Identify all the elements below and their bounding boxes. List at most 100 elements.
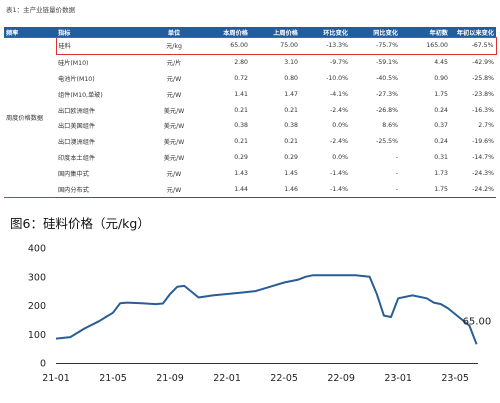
cell-unit: 元/kg <box>148 37 200 55</box>
cell-last-week: 0.80 <box>284 74 298 82</box>
cell-this-week: 1.43 <box>234 169 248 177</box>
cell-year-start: 0.31 <box>434 153 448 161</box>
cell-unit: 美元/W <box>163 107 185 115</box>
cell-name: 组件(M10,单玻) <box>58 91 103 99</box>
y-tick-label: 200 <box>28 301 46 312</box>
table-caption: 表1：主产业链量价数据 <box>6 6 76 14</box>
table-row: 出口欧洲组件 美元/W 0.21 0.21 -2.4% -26.8% 0.24 -16.3% <box>4 102 496 118</box>
table-row: 国内分布式 元/W 1.44 1.46 -1.4% -1.75 -24.2% <box>4 181 496 198</box>
cell-name: 出口澳洲组件 <box>58 139 96 147</box>
header-last-week: 上周价格 <box>250 27 300 38</box>
cell-ytd: -19.6% <box>472 138 494 146</box>
cell-name: 出口美国组件 <box>58 123 96 131</box>
cell-this-week: 65.00 <box>200 37 250 55</box>
cell-name: 电池片(M10) <box>58 75 95 83</box>
cell-yoy: - <box>350 181 400 198</box>
price-table: 频率 指标 单位 本周价格 上周价格 环比变化 同比变化 年初数 年初以来变化 … <box>4 27 497 198</box>
cell-wow: -4.1% <box>330 90 348 98</box>
x-tick-label: 23-01 <box>384 373 412 384</box>
cell-year-start: 4.45 <box>434 59 448 67</box>
cell-wow: -2.4% <box>330 106 348 114</box>
header-frequency: 频率 <box>4 27 56 38</box>
chart-title: 图6：硅料价格（元/kg） <box>10 216 150 231</box>
category-cell: 周度价格数据 <box>4 37 56 198</box>
cell-unit: 元/W <box>166 75 182 83</box>
cell-yoy: -26.8% <box>376 106 398 114</box>
cell-year-start: 1.73 <box>434 169 448 177</box>
x-tick-label: 21-05 <box>99 373 127 384</box>
cell-unit: 元/W <box>166 170 182 178</box>
chart-svg: 0 100 200 300 400 21-01 21-05 21-09 22-01 22-05 22… <box>28 244 491 385</box>
y-tick-label: 300 <box>28 272 46 283</box>
header-year-start: 年初数 <box>400 27 450 38</box>
header-this-week: 本周价格 <box>200 27 250 38</box>
cell-yoy: -27.3% <box>376 90 398 98</box>
y-tick-label: 0 <box>40 359 46 370</box>
cell-last-week: 1.46 <box>250 181 300 198</box>
cell-yoy: - <box>395 153 398 161</box>
cell-this-week: 0.21 <box>234 106 248 114</box>
cell-unit: 美元/W <box>163 154 185 162</box>
cell-name: 印度本土组件 <box>58 154 96 162</box>
header-wow: 环比变化 <box>300 27 350 38</box>
table-row: 印度本土组件 美元/W 0.29 0.29 0.0% - 0.31 -14.7% <box>4 150 496 166</box>
cell-wow: -13.3% <box>300 37 350 55</box>
header-indicator: 指标 <box>56 27 148 38</box>
cell-year-start: 0.37 <box>434 122 448 130</box>
cell-ytd: -16.3% <box>472 106 494 114</box>
cell-wow: -2.4% <box>330 138 348 146</box>
cell-wow: -9.7% <box>330 59 348 67</box>
x-tick-label: 22-09 <box>327 373 355 384</box>
cell-last-week: 3.10 <box>284 59 298 67</box>
cell-ytd: -25.8% <box>472 74 494 82</box>
cell-this-week: 0.38 <box>234 122 248 130</box>
cell-unit: 元/片 <box>166 60 182 68</box>
table-header-row: 频率 指标 单位 本周价格 上周价格 环比变化 同比变化 年初数 年初以来变化 <box>4 27 496 38</box>
cell-year-start: 0.24 <box>434 106 448 114</box>
cell-unit: 美元/W <box>163 139 185 147</box>
cell-yoy: 8.6% <box>382 122 398 130</box>
cell-ytd: -42.9% <box>472 59 494 67</box>
cell-yoy: -25.5% <box>376 138 398 146</box>
header-yoy: 同比变化 <box>350 27 400 38</box>
cell-last-week: 0.29 <box>284 153 298 161</box>
cell-wow: 0.0% <box>332 122 348 130</box>
cell-this-week: 1.44 <box>200 181 250 198</box>
cell-year-start: 0.90 <box>434 74 448 82</box>
y-tick-label: 100 <box>28 330 46 341</box>
silicon-price-chart: 0 100 200 300 400 21-01 21-05 21-09 22-01 22-05 22… <box>0 238 500 403</box>
header-unit: 单位 <box>148 27 200 38</box>
table-row: 电池片(M10) 元/W 0.72 0.80 -10.0% -40.5% 0.90 -25.8… <box>4 71 496 87</box>
x-tick-label: 21-01 <box>42 373 70 384</box>
cell-name: 硅料 <box>55 37 148 55</box>
series-line <box>55 274 478 345</box>
cell-name: 国内分布式 <box>56 181 148 198</box>
cell-this-week: 2.80 <box>234 59 248 67</box>
table-row: 周度价格数据 硅料 元/kg 65.00 75.00 -13.3% -75.7% 165.00… <box>4 37 497 198</box>
cell-yoy: - <box>395 169 398 177</box>
table-row: 出口澳洲组件 美元/W 0.21 0.21 -2.4% -25.5% 0.24 -19.6% <box>4 134 496 150</box>
cell-last-week: 75.00 <box>250 37 300 55</box>
cell-last-week: 1.47 <box>284 90 298 98</box>
y-tick-label: 400 <box>28 244 46 255</box>
table-row: 硅片(M10) 元/片 2.80 3.10 -9.7% -59.1% 4.45 -42.9% <box>4 54 496 70</box>
cell-this-week: 0.72 <box>234 74 248 82</box>
table-row: 国内集中式 元/W 1.43 1.45 -1.4% - 1.73 -24.3% <box>4 165 496 181</box>
cell-ytd: -24.3% <box>472 169 494 177</box>
cell-ytd: -14.7% <box>472 153 494 161</box>
header-ytd: 年初以来变化 <box>450 27 496 38</box>
cell-yoy: -75.7% <box>350 37 400 55</box>
cell-name: 硅片(M10) <box>58 60 89 68</box>
cell-this-week: 1.41 <box>234 90 248 98</box>
cell-ytd: 2.7% <box>478 122 494 130</box>
cell-year-start: 0.24 <box>434 138 448 146</box>
cell-last-week: 0.38 <box>284 122 298 130</box>
cell-wow: -10.0% <box>326 74 348 82</box>
cell-unit: 元/W <box>148 181 200 198</box>
cell-wow: 0.0% <box>332 153 348 161</box>
cell-wow: -1.4% <box>300 181 350 198</box>
cell-year-start: 1.75 <box>400 181 450 198</box>
cell-wow: -1.4% <box>330 169 348 177</box>
cell-last-week: 0.21 <box>284 138 298 146</box>
cell-last-week: 1.45 <box>284 169 298 177</box>
